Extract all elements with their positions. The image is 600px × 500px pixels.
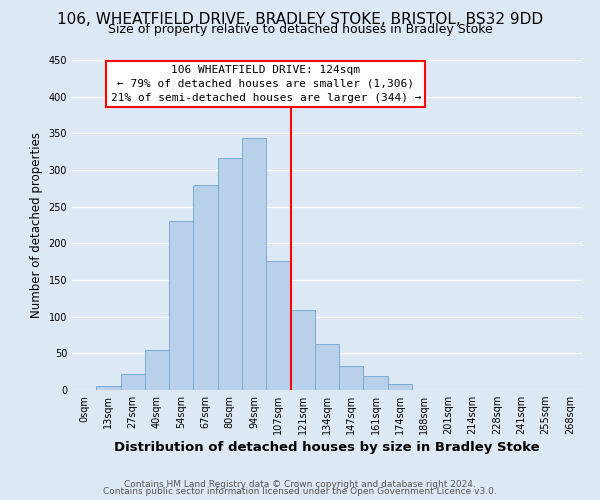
Bar: [96, 386, 121, 390]
Bar: [339, 366, 364, 390]
Bar: [193, 184, 218, 390]
Text: Contains public sector information licensed under the Open Government Licence v3: Contains public sector information licen…: [103, 487, 497, 496]
Bar: [218, 158, 242, 390]
Bar: [388, 384, 412, 390]
Y-axis label: Number of detached properties: Number of detached properties: [30, 132, 43, 318]
Bar: [169, 222, 193, 390]
Bar: [266, 261, 290, 390]
Bar: [121, 374, 145, 390]
Bar: [364, 376, 388, 390]
Bar: [145, 350, 169, 390]
Bar: [290, 310, 315, 390]
X-axis label: Distribution of detached houses by size in Bradley Stoke: Distribution of detached houses by size …: [114, 442, 540, 454]
Bar: [242, 138, 266, 390]
Text: 106, WHEATFIELD DRIVE, BRADLEY STOKE, BRISTOL, BS32 9DD: 106, WHEATFIELD DRIVE, BRADLEY STOKE, BR…: [57, 12, 543, 28]
Text: Size of property relative to detached houses in Bradley Stoke: Size of property relative to detached ho…: [107, 24, 493, 36]
Text: 106 WHEATFIELD DRIVE: 124sqm
← 79% of detached houses are smaller (1,306)
21% of: 106 WHEATFIELD DRIVE: 124sqm ← 79% of de…: [110, 65, 421, 103]
Text: Contains HM Land Registry data © Crown copyright and database right 2024.: Contains HM Land Registry data © Crown c…: [124, 480, 476, 489]
Bar: [315, 344, 339, 390]
